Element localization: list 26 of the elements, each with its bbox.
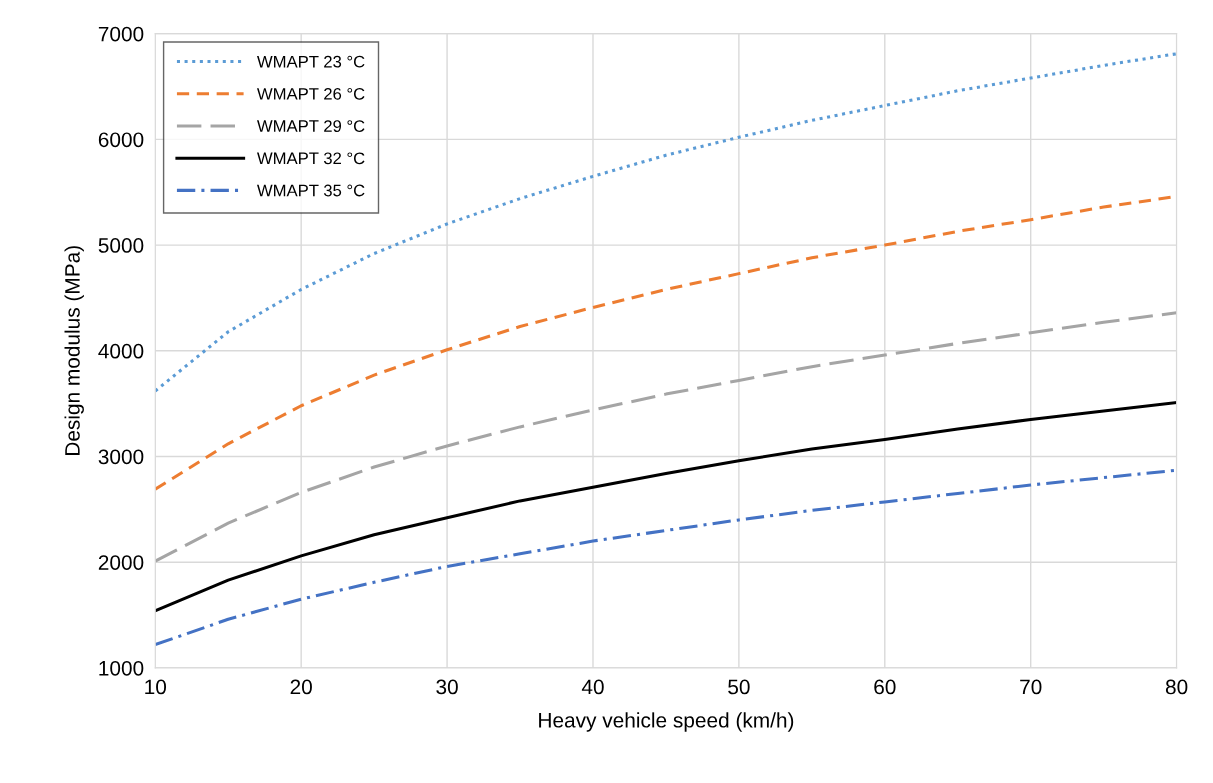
line-series [155, 401, 1177, 613]
y-tick-label: 4000 [98, 343, 144, 359]
y-tick-label: 7000 [98, 26, 144, 42]
legend-label: WMAPT 35 °C [257, 184, 365, 197]
line-series [155, 311, 1177, 563]
line-series [155, 468, 1177, 647]
x-axis-title: Heavy vehicle speed (km/h) [539, 712, 794, 732]
line-series [155, 52, 1177, 393]
y-tick-label: 2000 [98, 555, 144, 570]
x-tick-label: 20 [290, 679, 312, 695]
x-tick-label: 40 [581, 679, 604, 695]
legend-label: WMAPT 32 °C [257, 152, 365, 165]
y-tick-label: 6000 [98, 132, 144, 148]
legend-label: WMAPT 23 °C [257, 55, 365, 68]
x-tick-label: 30 [436, 679, 458, 695]
y-tick-label: 3000 [98, 449, 144, 465]
legend-label: WMAPT 29 °C [257, 120, 365, 132]
x-tick-label: 10 [145, 679, 167, 695]
legend-label: WMAPT 26 °C [257, 87, 365, 100]
x-tick-label: 70 [1020, 679, 1042, 695]
y-tick-label: 5000 [98, 238, 144, 253]
x-tick-label: 50 [728, 679, 750, 695]
x-tick-label: 80 [1165, 679, 1188, 695]
x-tick-label: 60 [874, 679, 896, 695]
y-tick-label: 1000 [99, 660, 144, 676]
y-axis-title: Design modulus (MPa) [64, 246, 84, 456]
